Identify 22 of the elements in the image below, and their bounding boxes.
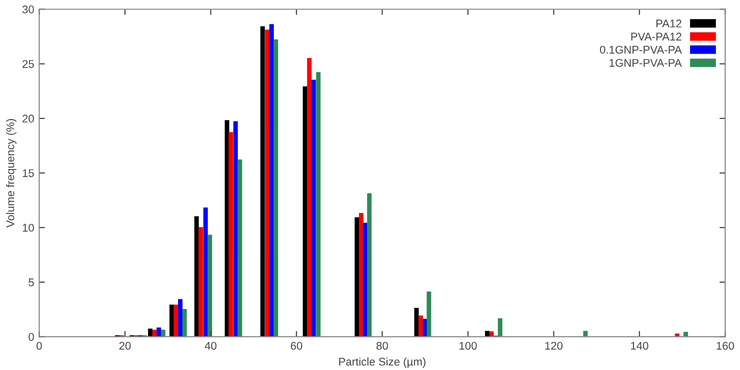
x-tick-label: 20: [119, 342, 131, 350]
legend-label: 1GNP-PVA-PA: [610, 58, 682, 67]
legend-label: PVA-PA12: [631, 32, 682, 40]
y-tick-label: 10: [22, 224, 34, 232]
y-tick-label: 15: [22, 169, 34, 178]
y-tick-label: 20: [22, 114, 34, 123]
x-tick-label: 160: [716, 342, 734, 350]
x-tick-label: 40: [204, 342, 216, 350]
y-tick-label: 25: [22, 60, 34, 68]
x-axis-title: Particle Size (µm): [339, 357, 426, 368]
x-tick-label: 140: [631, 342, 648, 350]
y-tick-label: 5: [28, 278, 34, 286]
legend-label: PA12: [656, 20, 682, 28]
x-tick-label: 120: [545, 342, 563, 350]
x-tick-label: 60: [290, 342, 302, 350]
y-tick-label: 30: [22, 6, 34, 14]
x-tick-label: 100: [460, 342, 477, 350]
y-tick-label: 0: [28, 332, 34, 341]
legend-label: 0.1GNP-PVA-PA: [600, 46, 682, 54]
x-tick-label: 80: [376, 342, 388, 350]
y-axis-title: Volume frequency (%): [6, 119, 16, 228]
x-tick-label: 0: [36, 342, 42, 350]
